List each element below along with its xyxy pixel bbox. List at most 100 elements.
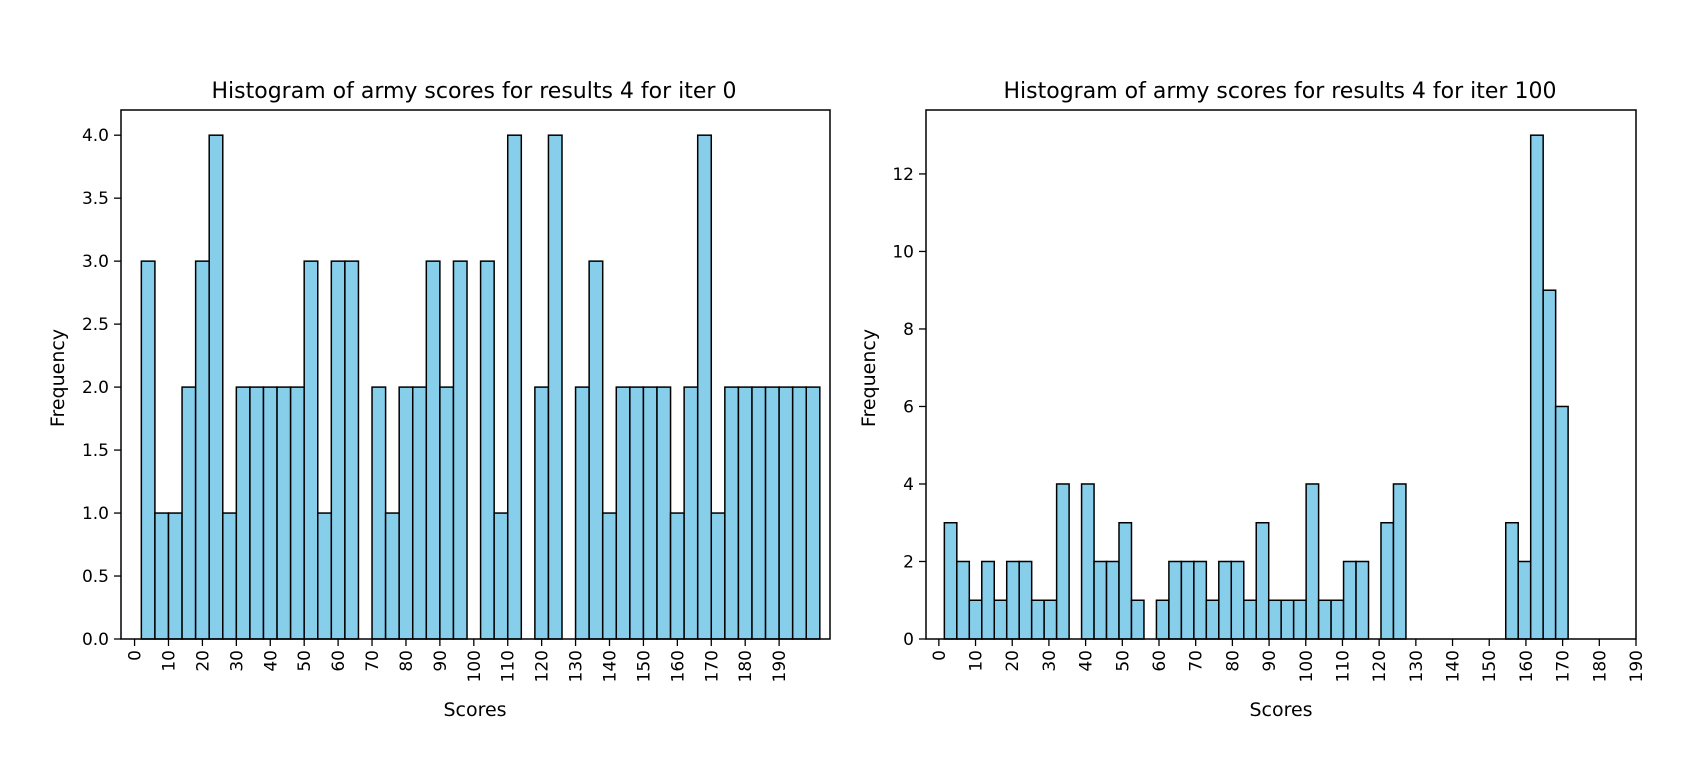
chart-right-xtick-label-6: 60 bbox=[1150, 650, 1170, 672]
chart-right-bar-8 bbox=[1043, 599, 1058, 640]
chart-right-ytick-label-3: 6 bbox=[903, 397, 914, 417]
chart-left-bar-46 bbox=[764, 386, 780, 640]
chart-right-bar-0 bbox=[943, 521, 958, 640]
chart-left-ytick-label-7: 3.5 bbox=[82, 189, 109, 209]
chart-left-bar-8 bbox=[249, 386, 265, 640]
chart-right-bar-30 bbox=[1317, 599, 1332, 640]
chart-left-bar-10 bbox=[276, 386, 292, 640]
chart-left-bar-38 bbox=[656, 386, 672, 640]
chart-right-ytick-label-5: 10 bbox=[892, 242, 914, 262]
chart-left-bar-40 bbox=[683, 386, 699, 640]
chart-right-bar-35 bbox=[1380, 521, 1395, 640]
chart-left-bar-43 bbox=[724, 386, 740, 640]
chart-left-title: Histogram of army scores for results 4 f… bbox=[212, 79, 737, 104]
chart-left-bar-29 bbox=[534, 386, 550, 640]
chart-right-bar-31 bbox=[1330, 599, 1345, 640]
chart-right-bar-37 bbox=[1504, 521, 1519, 640]
chart-left-bar-30 bbox=[547, 134, 563, 640]
chart-right-xtick-label-12: 120 bbox=[1370, 650, 1390, 682]
chart-right-xtick-label-16: 160 bbox=[1517, 650, 1537, 682]
chart-right-xtick-label-13: 130 bbox=[1407, 650, 1427, 682]
chart-right-bar-21 bbox=[1205, 599, 1220, 640]
chart-right-bar-28 bbox=[1292, 599, 1307, 640]
chart-right-bar-4 bbox=[993, 599, 1008, 640]
chart-right-xtick-label-15: 150 bbox=[1480, 650, 1500, 682]
chart-left-ylabel: Frequency bbox=[47, 329, 69, 427]
chart-left-bar-45 bbox=[751, 386, 767, 640]
chart-left-xtick-label-0: 0 bbox=[126, 650, 146, 661]
chart-right-bar-40 bbox=[1542, 289, 1557, 640]
chart-left-xticks: 0 10 20 30 40 50 60 70 80 90 100 110 120 130 140 150 160… bbox=[126, 639, 790, 682]
chart-right-bar-29 bbox=[1305, 483, 1320, 640]
chart-right-bar-26 bbox=[1267, 599, 1282, 640]
chart-right-xticks: 0 10 20 30 40 50 60 70 80 90 100 110 120 130 140 150 160… bbox=[930, 639, 1647, 682]
chart-right-xtick-label-1: 10 bbox=[967, 650, 987, 672]
chart-right-xtick-label-9: 90 bbox=[1260, 650, 1280, 672]
chart-right-bar-25 bbox=[1255, 521, 1270, 640]
chart-right-bar-12 bbox=[1093, 560, 1108, 640]
chart-right-bar-22 bbox=[1218, 560, 1233, 640]
chart-right-bar-19 bbox=[1180, 560, 1195, 640]
chart-left-bar-34 bbox=[601, 512, 618, 640]
chart-left-bar-42 bbox=[710, 512, 726, 640]
chart-right-bar-7 bbox=[1030, 599, 1045, 640]
chart-left-axes-frame bbox=[120, 109, 831, 640]
chart-left-xtick-label-18: 180 bbox=[736, 650, 756, 682]
chart-right-bar-24 bbox=[1243, 599, 1257, 640]
chart-left-bar-6 bbox=[222, 512, 238, 640]
chart-left-bar-26 bbox=[493, 512, 509, 640]
chart-left-yticks: 0.0 0.5 1.0 1.5 2.0 2.5 3.0 3.5 4.0 bbox=[82, 126, 121, 650]
chart-right-bar-20 bbox=[1193, 560, 1208, 640]
chart-left-bar-4 bbox=[194, 260, 210, 640]
chart-right-bar-15 bbox=[1130, 599, 1145, 640]
chart-left-bar-15 bbox=[344, 260, 360, 640]
chart-right-ytick-label-1: 2 bbox=[903, 552, 914, 572]
chart-left-bar-33 bbox=[588, 260, 604, 640]
chart-left-bar-37 bbox=[642, 386, 658, 640]
chart-right-bar-6 bbox=[1018, 560, 1033, 640]
chart-left-bar-5 bbox=[208, 134, 224, 640]
chart-right-ylabel: Frequency bbox=[858, 329, 880, 427]
chart-right-bar-38 bbox=[1517, 560, 1532, 640]
chart-left-xtick-label-6: 60 bbox=[329, 650, 349, 672]
chart-right-bar-17 bbox=[1155, 599, 1170, 640]
chart-right-bar-1 bbox=[956, 560, 971, 640]
chart-left-bar-44 bbox=[737, 386, 753, 640]
chart-left-xtick-label-13: 130 bbox=[567, 650, 587, 682]
chart-left-bar-48 bbox=[791, 386, 807, 640]
chart-left-xtick-label-4: 40 bbox=[261, 650, 281, 672]
chart-right-xtick-label-5: 50 bbox=[1113, 650, 1133, 672]
chart-right-bar-36 bbox=[1392, 483, 1407, 640]
chart-right-xtick-label-11: 110 bbox=[1333, 650, 1353, 682]
chart-left-ytick-label-4: 2.0 bbox=[82, 378, 109, 398]
chart-left-bar-0 bbox=[140, 260, 156, 640]
chart-right-bar-5 bbox=[1005, 560, 1020, 640]
chart-left-bar-20 bbox=[411, 386, 428, 640]
chart-left-xtick-label-16: 160 bbox=[668, 650, 688, 682]
chart-left-bar-49 bbox=[805, 386, 821, 640]
chart-right: Histogram of army scores for results 4 f… bbox=[858, 79, 1647, 721]
chart-left-bar-25 bbox=[479, 260, 495, 640]
chart-left-xtick-label-19: 190 bbox=[770, 650, 790, 682]
chart-right-xtick-label-8: 80 bbox=[1223, 650, 1243, 672]
chart-left-xtick-label-10: 100 bbox=[465, 650, 485, 682]
chart-left-bar-22 bbox=[439, 386, 455, 640]
chart-left-bar-17 bbox=[371, 386, 387, 640]
chart-right-bar-33 bbox=[1355, 560, 1370, 640]
chart-left-bar-35 bbox=[615, 386, 631, 640]
chart-left-xtick-label-9: 90 bbox=[431, 650, 451, 672]
chart-left-xtick-label-2: 20 bbox=[193, 650, 213, 672]
chart-left-bar-39 bbox=[669, 512, 685, 640]
chart-left: Histogram of army scores for results 4 f… bbox=[47, 79, 831, 721]
chart-right-xtick-label-18: 180 bbox=[1590, 650, 1610, 682]
chart-left-bar-12 bbox=[303, 260, 319, 640]
chart-left-bar-2 bbox=[167, 512, 183, 640]
chart-left-xtick-label-3: 30 bbox=[227, 650, 247, 672]
chart-left-xtick-label-5: 50 bbox=[295, 650, 315, 672]
chart-left-ytick-label-8: 4.0 bbox=[82, 126, 109, 146]
chart-left-xtick-label-17: 170 bbox=[702, 650, 722, 682]
chart-left-bar-19 bbox=[398, 386, 414, 640]
chart-right-xtick-label-17: 170 bbox=[1554, 650, 1574, 682]
